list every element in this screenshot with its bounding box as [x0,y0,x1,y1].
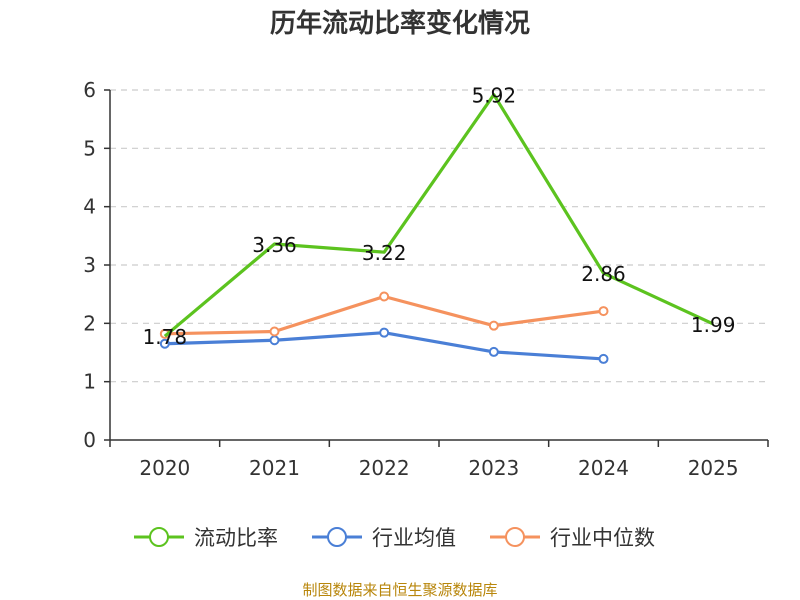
series-2 [159,291,609,339]
data-point [488,320,499,331]
y-tick-label: 1 [83,370,96,394]
series-1 [159,327,609,364]
data-point [379,327,390,338]
legend-marker-icon [327,527,347,547]
data-label: 1.99 [691,313,736,337]
x-tick-label: 2022 [359,456,410,480]
y-tick-label: 5 [83,136,96,160]
grid-lines [110,89,768,383]
y-tick-label: 4 [83,195,96,219]
y-tick-label: 6 [83,78,96,102]
legend-item-0: 流动比率 [134,526,278,550]
series-line [163,93,714,338]
y-tick-label: 3 [83,253,96,277]
data-label: 5.92 [472,84,517,108]
data-point [598,306,609,317]
y-tick-label: 0 [83,428,96,452]
x-tick-label: 2020 [139,456,190,480]
legend-marker-icon [149,527,169,547]
x-tick-label: 2021 [249,456,300,480]
data-point [159,338,170,349]
axes: 0 1 2 3 4 5 6 2020 2021 2022 2023 2024 2025 [83,78,769,480]
source-note: 制图数据来自恒生聚源数据库 [302,581,497,599]
data-point [598,353,609,364]
x-tick-label: 2023 [468,456,519,480]
data-point [379,291,390,302]
legend-item-1: 行业均值 [312,526,456,550]
legend-item-2: 行业中位数 [490,526,655,550]
data-label: 3.36 [252,233,297,257]
legend: 流动比率 行业均值 行业中位数 [134,526,655,550]
legend-marker-icon [505,527,525,547]
data-label: 2.86 [581,262,626,286]
x-tick-label: 2024 [578,456,629,480]
series-lines [159,93,714,364]
data-point [269,326,280,337]
data-point [488,346,499,357]
y-tick-label: 2 [83,311,96,335]
legend-label: 行业均值 [372,526,456,550]
legend-label: 流动比率 [194,526,278,550]
series-0 [163,93,714,338]
data-label: 1.78 [143,325,188,349]
chart-title: 历年流动比率变化情况 [270,8,530,39]
data-label: 3.22 [362,241,407,265]
x-tick-label: 2025 [688,456,739,480]
data-point [269,335,280,346]
data-labels: 1.78 3.36 3.22 5.92 2.86 1.99 [143,84,736,349]
legend-label: 行业中位数 [550,526,655,550]
